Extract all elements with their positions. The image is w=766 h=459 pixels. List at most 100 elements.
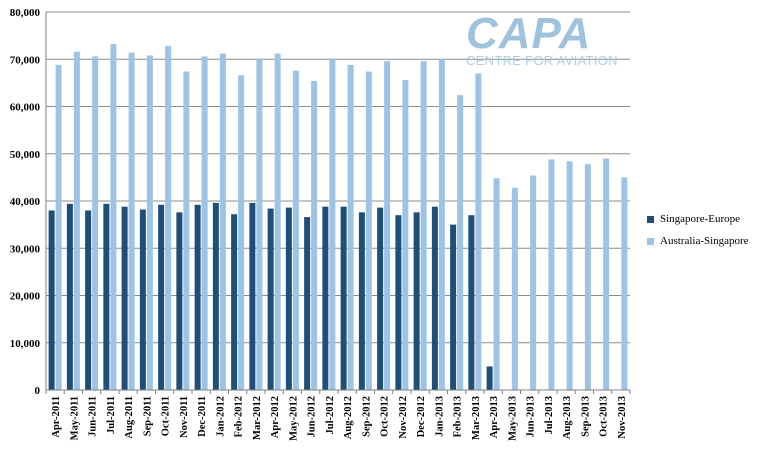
legend: Singapore-Europe Australia-Singapore xyxy=(647,208,749,252)
bar-singapore-europe xyxy=(103,203,110,390)
x-tick-label: May-2012 xyxy=(288,396,299,441)
x-tick-label: Nov-2013 xyxy=(617,396,628,439)
x-tick-label: Oct-2012 xyxy=(380,396,391,437)
x-axis-ticks: Apr-2011 May-2011 Jun-2011 Jul-2011 Aug-2011… xyxy=(45,390,631,441)
bar-singapore-europe xyxy=(267,208,274,390)
y-tick-label: 70,000 xyxy=(10,54,41,66)
bar-australia-singapore xyxy=(603,158,610,390)
x-tick-label: Oct-2013 xyxy=(599,396,610,437)
x-tick-label: Aug-2013 xyxy=(562,396,573,439)
bar-singapore-europe xyxy=(194,204,201,390)
x-tick-label: Aug-2012 xyxy=(343,396,354,439)
bar-australia-singapore xyxy=(128,52,135,390)
bar-singapore-europe xyxy=(212,202,219,390)
bar-singapore-europe xyxy=(85,210,92,390)
bar-singapore-europe xyxy=(340,206,347,390)
bar-australia-singapore xyxy=(584,164,591,390)
x-tick-label: Apr-2013 xyxy=(489,396,500,438)
bar-australia-singapore xyxy=(438,59,445,390)
x-tick-label: Aug-2011 xyxy=(124,396,135,439)
bar-singapore-europe xyxy=(231,214,238,390)
bar-singapore-europe xyxy=(413,212,420,390)
bar-australia-singapore xyxy=(475,73,482,391)
x-tick-label: Feb-2012 xyxy=(234,396,245,437)
bar-australia-singapore xyxy=(457,95,464,390)
bar-singapore-europe xyxy=(468,215,475,390)
legend-label: Australia-Singapore xyxy=(660,235,749,247)
x-tick-label: Jun-2011 xyxy=(88,396,99,437)
bar-australia-singapore xyxy=(146,55,153,390)
x-tick-label: Dec-2012 xyxy=(416,396,427,437)
bar-australia-singapore xyxy=(165,46,172,391)
bar-singapore-europe xyxy=(121,206,128,390)
x-tick-label: Sep-2011 xyxy=(142,396,153,436)
legend-label: Singapore-Europe xyxy=(660,213,741,225)
y-tick-label: 10,000 xyxy=(10,338,41,350)
bar-singapore-europe xyxy=(395,215,402,390)
x-tick-label: Apr-2011 xyxy=(51,396,62,438)
x-tick-label: Mar-2012 xyxy=(252,396,263,440)
bar-singapore-europe xyxy=(377,207,384,390)
bar-australia-singapore xyxy=(530,175,537,390)
y-tick-label: 50,000 xyxy=(10,149,41,161)
bar-singapore-europe xyxy=(431,206,438,390)
bar-australia-singapore xyxy=(274,53,281,391)
bar-australia-singapore xyxy=(384,61,391,390)
bars xyxy=(48,44,628,391)
bar-australia-singapore xyxy=(402,80,409,390)
bar-singapore-europe xyxy=(322,206,329,390)
bar-singapore-europe xyxy=(358,212,365,390)
logo-main-text: CAPA xyxy=(466,9,592,58)
bar-singapore-europe xyxy=(450,224,457,390)
x-tick-label: Jun-2012 xyxy=(307,396,318,437)
bar-australia-singapore xyxy=(73,51,80,390)
bar-singapore-europe xyxy=(285,207,292,390)
y-tick-label: 80,000 xyxy=(10,7,41,19)
bar-australia-singapore xyxy=(548,159,555,390)
bar-australia-singapore xyxy=(110,44,117,390)
x-tick-label: May-2013 xyxy=(507,396,518,441)
capa-logo: CAPA CENTRE FOR AVIATION xyxy=(466,9,626,68)
x-tick-label: Jul-2012 xyxy=(325,396,336,435)
bar-singapore-europe xyxy=(48,210,55,390)
bar-singapore-europe xyxy=(158,204,165,390)
x-tick-label: Sep-2013 xyxy=(580,396,591,437)
bar-australia-singapore xyxy=(347,64,354,391)
legend-item-australia-singapore: Australia-Singapore xyxy=(647,230,749,252)
y-tick-label: 20,000 xyxy=(10,291,41,303)
x-tick-label: Mar-2013 xyxy=(471,396,482,440)
y-axis-ticks: 0 10,000 20,000 30,000 40,000 50,000 60,000 70,… xyxy=(10,7,41,397)
bar-australia-singapore xyxy=(256,59,263,390)
x-tick-label: Jan-2013 xyxy=(434,396,445,437)
x-tick-label: Oct-2011 xyxy=(161,396,172,436)
y-tick-label: 40,000 xyxy=(10,196,41,208)
bar-singapore-europe xyxy=(139,209,146,390)
x-tick-label: Dec-2011 xyxy=(197,396,208,437)
bar-singapore-europe xyxy=(176,212,183,390)
x-tick-label: Jan-2012 xyxy=(215,396,226,437)
bar-singapore-europe xyxy=(486,366,493,390)
y-tick-label: 0 xyxy=(35,385,41,397)
bar-australia-singapore xyxy=(55,64,62,391)
x-tick-label: Sep-2012 xyxy=(361,396,372,437)
x-tick-label: May-2011 xyxy=(69,396,80,440)
legend-swatch xyxy=(647,215,654,223)
bar-australia-singapore xyxy=(311,80,318,391)
bar-australia-singapore xyxy=(292,70,299,390)
bar-singapore-europe xyxy=(66,203,73,390)
x-tick-label: Jun-2013 xyxy=(526,396,537,437)
y-tick-label: 30,000 xyxy=(10,243,41,255)
x-tick-label: Jul-2011 xyxy=(106,396,117,434)
x-tick-label: Nov-2011 xyxy=(179,396,190,438)
bar-australia-singapore xyxy=(329,59,336,390)
bar-australia-singapore xyxy=(183,71,190,390)
y-tick-label: 60,000 xyxy=(10,102,41,114)
bar-australia-singapore xyxy=(365,71,372,390)
bar-australia-singapore xyxy=(511,187,518,390)
logo-sub-text: CENTRE FOR AVIATION xyxy=(466,53,618,68)
legend-swatch xyxy=(647,237,654,245)
bar-singapore-europe xyxy=(249,202,256,390)
bar-australia-singapore xyxy=(493,178,500,390)
x-tick-label: Jul-2013 xyxy=(544,396,555,435)
